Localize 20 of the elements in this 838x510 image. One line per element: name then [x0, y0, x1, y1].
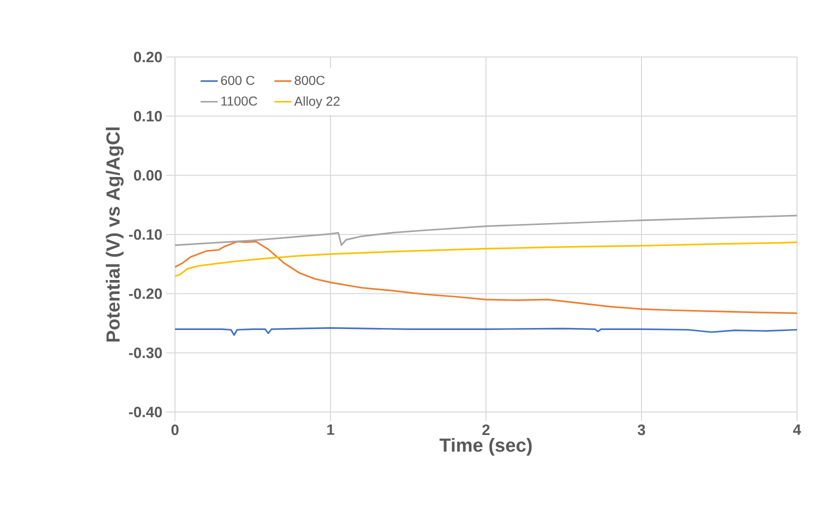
x-tick-label: 1 — [327, 424, 334, 435]
legend-label: 600 C — [221, 76, 254, 85]
y-tick-label: 0.10 — [134, 110, 162, 122]
x-tick-label: 2 — [482, 424, 490, 435]
x-tick-label: 4 — [793, 424, 802, 435]
x-axis-title: Time (sec) — [440, 438, 532, 456]
x-tick-label: 3 — [638, 424, 646, 436]
legend-label: 1100C — [221, 96, 258, 106]
legend-label: Alloy 22 — [294, 96, 340, 108]
y-tick-label: -0.30 — [128, 348, 162, 358]
y-tick-label: -0.20 — [128, 288, 162, 299]
x-tick-label: 0 — [171, 424, 179, 436]
y-tick-label: 0.00 — [134, 170, 162, 181]
line-series — [175, 241, 798, 277]
line-series — [175, 214, 798, 246]
y-axis-title: Potential (V) vs Ag/AgCl — [106, 128, 124, 342]
y-tick-label: -0.40 — [128, 406, 162, 418]
y-tick-label: -0.10 — [128, 229, 162, 240]
y-tick-label: 0.20 — [134, 52, 162, 62]
legend-label: 800C — [294, 76, 325, 85]
